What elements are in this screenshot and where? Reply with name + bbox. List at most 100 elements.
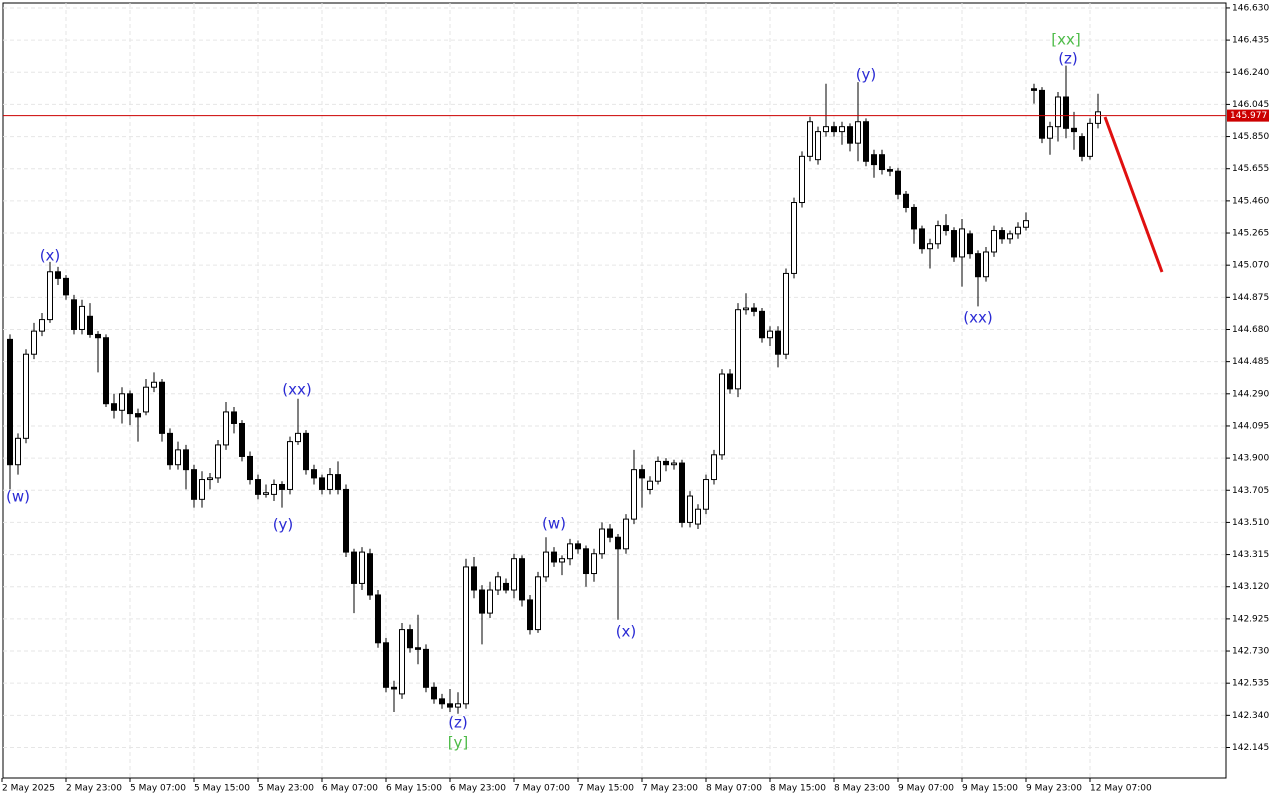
wave-label: (x)	[40, 247, 61, 265]
candle-body	[959, 228, 965, 258]
candle-body	[503, 582, 509, 591]
wave-label: (z)	[1058, 50, 1078, 68]
candle-body	[119, 393, 125, 411]
candle-body	[351, 551, 357, 584]
candle-body	[663, 460, 669, 466]
candle-body	[175, 449, 181, 466]
x-tick-label: 7 May 15:00	[578, 784, 634, 794]
candle-body	[239, 422, 245, 457]
x-tick-label: 12 May 07:00	[1090, 784, 1152, 794]
candle-body	[903, 193, 909, 208]
y-tick-label: 144.485	[1232, 357, 1269, 367]
candle-body	[79, 305, 85, 330]
candle-body	[767, 330, 773, 339]
x-tick-label: 9 May 15:00	[962, 784, 1018, 794]
y-tick-label: 142.925	[1232, 614, 1269, 624]
candle-body	[463, 566, 469, 705]
candle-body	[847, 126, 853, 144]
candle-body	[295, 432, 301, 443]
wave-label: (xx)	[282, 381, 311, 399]
x-tick-label: 8 May 15:00	[770, 784, 826, 794]
candle-body	[63, 277, 69, 296]
candle-body	[607, 528, 613, 538]
candle-body	[423, 648, 429, 688]
candle-body	[703, 479, 709, 510]
candle-body	[559, 558, 565, 563]
candle-body	[927, 243, 933, 250]
candle-body	[103, 337, 109, 405]
candle-body	[855, 121, 861, 144]
candle-body	[287, 441, 293, 490]
x-tick-label: 2 May 23:00	[66, 784, 122, 794]
candle-body	[1039, 89, 1045, 139]
current-price-box	[1227, 109, 1269, 122]
y-tick-label: 146.045	[1232, 100, 1269, 110]
candle-body	[839, 126, 845, 133]
candle-body	[1007, 233, 1013, 240]
y-tick-label: 144.680	[1232, 325, 1269, 335]
candle-body	[807, 121, 813, 157]
candle-body	[719, 373, 725, 456]
y-tick-label: 142.535	[1232, 679, 1269, 689]
candle-body	[47, 271, 53, 321]
candle-body	[55, 271, 61, 279]
candle-body	[439, 698, 445, 705]
candle-body	[735, 309, 741, 390]
candle-body	[479, 589, 485, 614]
candle-body	[431, 686, 437, 700]
candle-body	[1095, 111, 1101, 124]
y-tick-label: 144.290	[1232, 389, 1269, 399]
y-tick-label: 143.315	[1232, 550, 1269, 560]
y-tick-label: 142.340	[1232, 711, 1269, 721]
candle-body	[919, 228, 925, 250]
wave-label: [y]	[448, 734, 469, 752]
candle-body	[1015, 226, 1021, 235]
candle-body	[1079, 136, 1085, 157]
candle-body	[391, 686, 397, 690]
y-tick-label: 143.510	[1232, 518, 1269, 528]
candle-body	[215, 444, 221, 479]
candle-body	[863, 121, 869, 162]
candle-body	[319, 477, 325, 490]
candle-body	[991, 230, 997, 253]
candle-body	[167, 432, 173, 466]
candle-body	[255, 479, 261, 495]
y-tick-label: 142.145	[1232, 743, 1269, 753]
candle-body	[791, 202, 797, 274]
candle-body	[743, 307, 749, 311]
candle-body	[455, 703, 461, 708]
candle-body	[407, 629, 413, 649]
candle-body	[335, 474, 341, 490]
x-tick-label: 6 May 07:00	[322, 784, 378, 794]
candle-body	[575, 543, 581, 550]
candle-body	[679, 462, 685, 523]
y-tick-label: 143.900	[1232, 454, 1269, 464]
candle-body	[495, 576, 501, 591]
candle-body	[639, 469, 645, 479]
candle-body	[375, 594, 381, 644]
wave-label: (w)	[6, 488, 30, 506]
y-tick-label: 144.875	[1232, 293, 1269, 303]
candle-body	[967, 233, 973, 255]
candle-body	[487, 589, 493, 614]
x-tick-label: 5 May 07:00	[130, 784, 186, 794]
candle-body	[1063, 96, 1069, 129]
y-tick-label: 144.095	[1232, 421, 1269, 431]
candle-body	[727, 373, 733, 390]
candle-body	[623, 518, 629, 550]
candle-body	[471, 566, 477, 591]
candle-body	[1087, 122, 1093, 157]
candle-body	[655, 460, 661, 482]
wave-label: (z)	[448, 714, 468, 732]
candle-body	[527, 599, 533, 631]
x-tick-label: 8 May 23:00	[834, 784, 890, 794]
x-tick-label: 5 May 23:00	[258, 784, 314, 794]
candle-body	[71, 299, 77, 330]
candle-body	[343, 488, 349, 553]
forecast-arrow	[1103, 116, 1164, 273]
y-tick-label: 145.070	[1232, 261, 1269, 271]
candle-body	[759, 310, 765, 339]
candle-body	[783, 272, 789, 355]
wave-label: (w)	[542, 515, 566, 533]
